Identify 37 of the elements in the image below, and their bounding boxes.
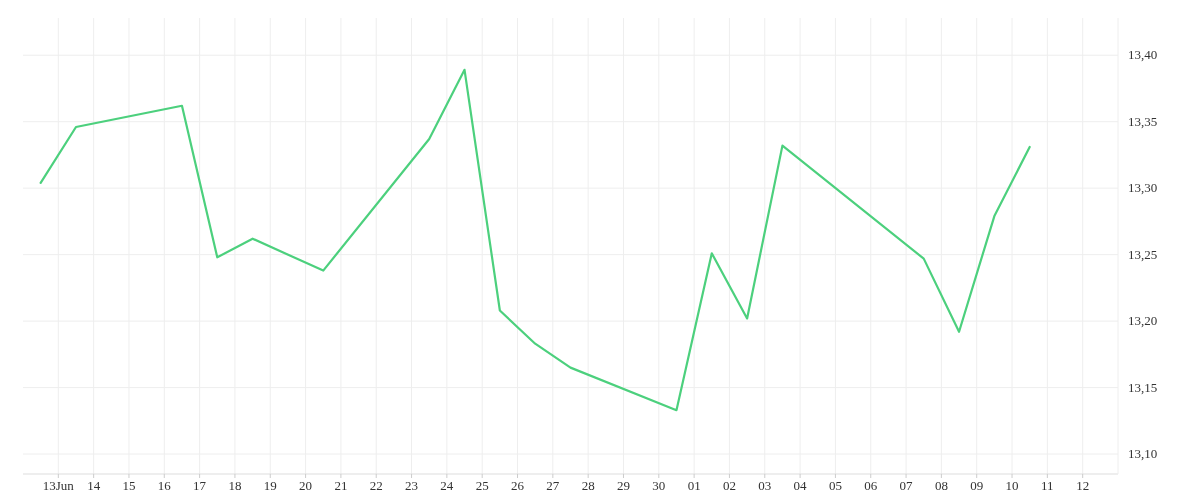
x-tick-label: 24: [440, 478, 454, 493]
x-tick-label: 07: [899, 478, 914, 493]
x-tick-label: 22: [369, 478, 383, 493]
y-tick-label: 13,25: [1128, 246, 1158, 262]
x-tick-label: 20: [299, 478, 313, 493]
y-tick-label: 13,30: [1128, 180, 1158, 196]
x-tick-label: 11: [1041, 478, 1054, 493]
x-tick-label: 16: [157, 478, 172, 493]
x-tick-label: 13Jun: [42, 478, 75, 493]
x-tick-label: 04: [793, 478, 808, 493]
y-tick-label: 13,15: [1128, 379, 1158, 395]
x-tick-label: 09: [970, 478, 984, 493]
x-tick-label: 28: [581, 478, 595, 493]
x-tick-label: 19: [263, 478, 277, 493]
y-tick-label: 13,20: [1128, 313, 1158, 329]
x-tick-label: 01: [687, 478, 701, 493]
x-tick-label: 17: [193, 478, 207, 493]
x-tick-label: 30: [652, 478, 666, 493]
x-tick-label: 29: [616, 478, 630, 493]
x-tick-label: 27: [546, 478, 560, 493]
x-tick-label: 15: [122, 478, 136, 493]
x-tick-label: 08: [934, 478, 948, 493]
y-tick-label: 13,10: [1128, 446, 1158, 462]
x-tick-label: 12: [1076, 478, 1090, 493]
x-tick-label: 18: [228, 478, 242, 493]
x-tick-label: 02: [722, 478, 736, 493]
x-tick-label: 23: [405, 478, 419, 493]
x-tick-label: 03: [758, 478, 772, 493]
x-tick-label: 06: [864, 478, 878, 493]
x-tick-label: 10: [1005, 478, 1019, 493]
x-tick-label: 05: [828, 478, 842, 493]
x-tick-label: 26: [511, 478, 525, 493]
y-tick-label: 13,40: [1128, 47, 1158, 63]
y-tick-label: 13,35: [1128, 113, 1158, 129]
x-tick-label: 14: [87, 478, 101, 493]
x-tick-label: 21: [334, 478, 348, 493]
x-tick-label: 25: [475, 478, 489, 493]
